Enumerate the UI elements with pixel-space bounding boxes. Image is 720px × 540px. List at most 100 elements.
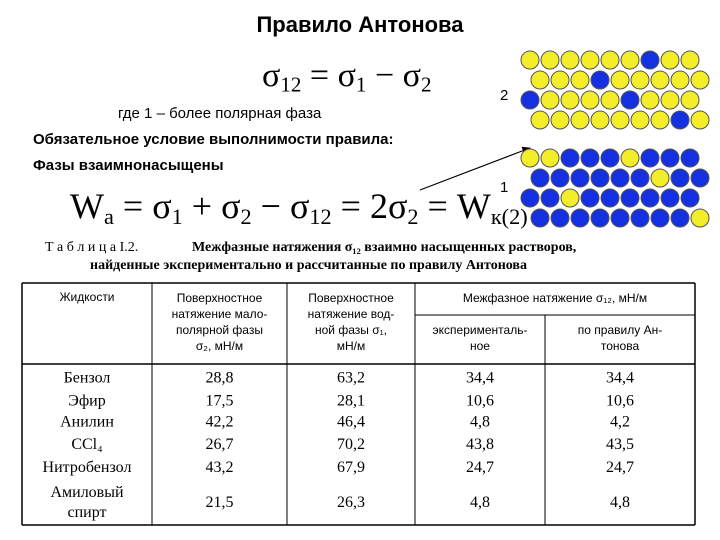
formula-sub: 12 — [309, 204, 331, 229]
molecule — [590, 110, 610, 130]
formula-text: Wa = σ1 + σ2 − σ12 = 2σ2 = Wк(2) — [70, 186, 528, 229]
molecule — [600, 90, 620, 110]
table-cell: 24,7 — [466, 459, 494, 476]
formula-text: σ12 = σ1 − σ2 — [262, 57, 432, 97]
table-cell: по правилу Ан- — [578, 323, 662, 337]
molecule — [580, 50, 600, 70]
molecule — [570, 168, 590, 188]
molecule — [650, 168, 670, 188]
table-cell: CCl₄ — [71, 436, 103, 453]
table-cell: 4,8 — [470, 414, 490, 431]
molecule — [620, 50, 640, 70]
table-cell: 42,2 — [206, 414, 234, 431]
table-cell: ной фазы σ₁, — [315, 323, 387, 337]
molecule — [640, 188, 660, 208]
molecule — [640, 148, 660, 168]
title: Правило Антонова — [256, 12, 464, 37]
formula-base: = σ — [301, 57, 356, 94]
table-cell: 70,2 — [337, 436, 365, 453]
table: Жидкости Поверхностное натяжение мало-поля… — [21, 282, 696, 526]
table-cell: Эфир — [68, 393, 106, 410]
formula-base: σ — [262, 57, 280, 94]
molecule — [570, 110, 590, 130]
phase-label: 1 — [500, 179, 508, 196]
molecule — [620, 148, 640, 168]
formula-base: = σ — [114, 186, 172, 226]
table-cell: 17,5 — [206, 393, 234, 410]
note: где 1 – более полярная фаза — [118, 105, 322, 122]
molecule — [580, 148, 600, 168]
table-cell: 63,2 — [337, 370, 365, 387]
molecule — [650, 110, 670, 130]
molecule — [590, 70, 610, 90]
table-cell: спирт — [67, 504, 106, 521]
table-cell: Нитробензол — [43, 459, 132, 476]
molecule — [520, 188, 540, 208]
table-cell: мН/м — [337, 339, 366, 353]
molecule — [530, 110, 550, 130]
table-cell: 4,8 — [470, 494, 490, 511]
table-cell: 4,8 — [610, 494, 630, 511]
molecule — [550, 110, 570, 130]
table-cell: Амиловый — [50, 484, 124, 501]
condition: Обязательное условие выполнимости правил… — [33, 131, 394, 148]
phases: Фазы взаимнонасыщены — [33, 157, 224, 174]
molecule — [680, 148, 700, 168]
table-cell: Бензол — [64, 370, 111, 387]
formula-base: + σ — [183, 186, 241, 226]
molecule — [600, 188, 620, 208]
table-cell: 24,7 — [606, 459, 634, 476]
molecule — [570, 70, 590, 90]
table-cell: полярной фазы — [176, 323, 263, 337]
table-cell: 28,8 — [206, 370, 234, 387]
molecule — [630, 208, 650, 228]
table-cell: 21,5 — [206, 494, 234, 511]
arrow — [419, 146, 531, 191]
molecule — [690, 168, 710, 188]
table-cell: эксперименталь- — [433, 323, 528, 337]
molecule — [620, 188, 640, 208]
table-cell: 26,7 — [206, 436, 234, 453]
molecule — [640, 90, 660, 110]
table-cell: 10,6 — [606, 393, 634, 410]
table-cell: 43,5 — [606, 436, 634, 453]
molecule — [530, 70, 550, 90]
formula-base: W — [70, 186, 104, 226]
formula-base: − σ — [252, 186, 310, 226]
molecule — [540, 90, 560, 110]
formula-sub: 2 — [407, 204, 418, 229]
molecule — [600, 148, 620, 168]
molecule — [620, 90, 640, 110]
molecule — [540, 188, 560, 208]
molecule — [550, 168, 570, 188]
molecule — [590, 168, 610, 188]
molecule — [630, 110, 650, 130]
table-cell: σ₂, мН/м — [196, 339, 243, 353]
table-cell: 34,4 — [466, 370, 494, 387]
molecule — [660, 188, 680, 208]
formula-sub: 1 — [172, 204, 183, 229]
molecule — [520, 50, 540, 70]
molecule — [660, 148, 680, 168]
table-cell: 26,3 — [337, 494, 365, 511]
table-cell: 43,2 — [206, 459, 234, 476]
molecule — [670, 70, 690, 90]
molecule — [550, 70, 570, 90]
table-cell: 4,2 — [610, 414, 630, 431]
table-cell: натяжение вод- — [308, 307, 395, 321]
formula-sub: 12 — [280, 72, 301, 96]
table-cell: натяжение мало- — [172, 307, 268, 321]
molecule — [670, 168, 690, 188]
molecule — [610, 208, 630, 228]
table-cell: ное — [470, 339, 490, 353]
formula-base: − σ — [366, 57, 421, 94]
molecule — [690, 110, 710, 130]
molecule — [550, 208, 570, 228]
molecule — [560, 50, 580, 70]
molecule — [580, 90, 600, 110]
table-cell: Анилин — [60, 414, 114, 431]
molecule — [560, 188, 580, 208]
phase-label: 2 — [500, 87, 508, 104]
molecule — [610, 70, 630, 90]
molecule — [680, 50, 700, 70]
